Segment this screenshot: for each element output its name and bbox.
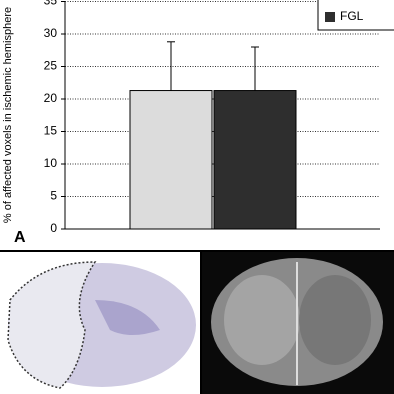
mri-hemisphere [299, 275, 371, 365]
y-tick-label: 20 [44, 91, 58, 105]
legend: FGL [325, 9, 364, 23]
bar [129, 90, 213, 230]
y-tick-label: 15 [44, 124, 58, 138]
bar [213, 90, 297, 230]
y-tick-label: 10 [44, 156, 58, 170]
y-tick-label: 5 [50, 189, 57, 203]
histology-structure [95, 300, 160, 335]
lesion-outline [7, 261, 97, 389]
y-tick-label: 25 [44, 59, 58, 73]
panel-label: A [14, 229, 26, 246]
y-tick-label: 35 [44, 0, 58, 8]
y-tick-label: 0 [50, 221, 57, 235]
legend-swatch [325, 12, 335, 22]
mri-hemisphere [224, 275, 300, 365]
legend-label: FGL [340, 9, 364, 23]
y-axis-label: % of affected voxels in ischemic hemisph… [2, 7, 14, 223]
y-tick-label: 30 [44, 26, 58, 40]
plot: 0 5 10 15 20 25 30 35 [44, 0, 380, 235]
legend-box [317, 0, 394, 31]
